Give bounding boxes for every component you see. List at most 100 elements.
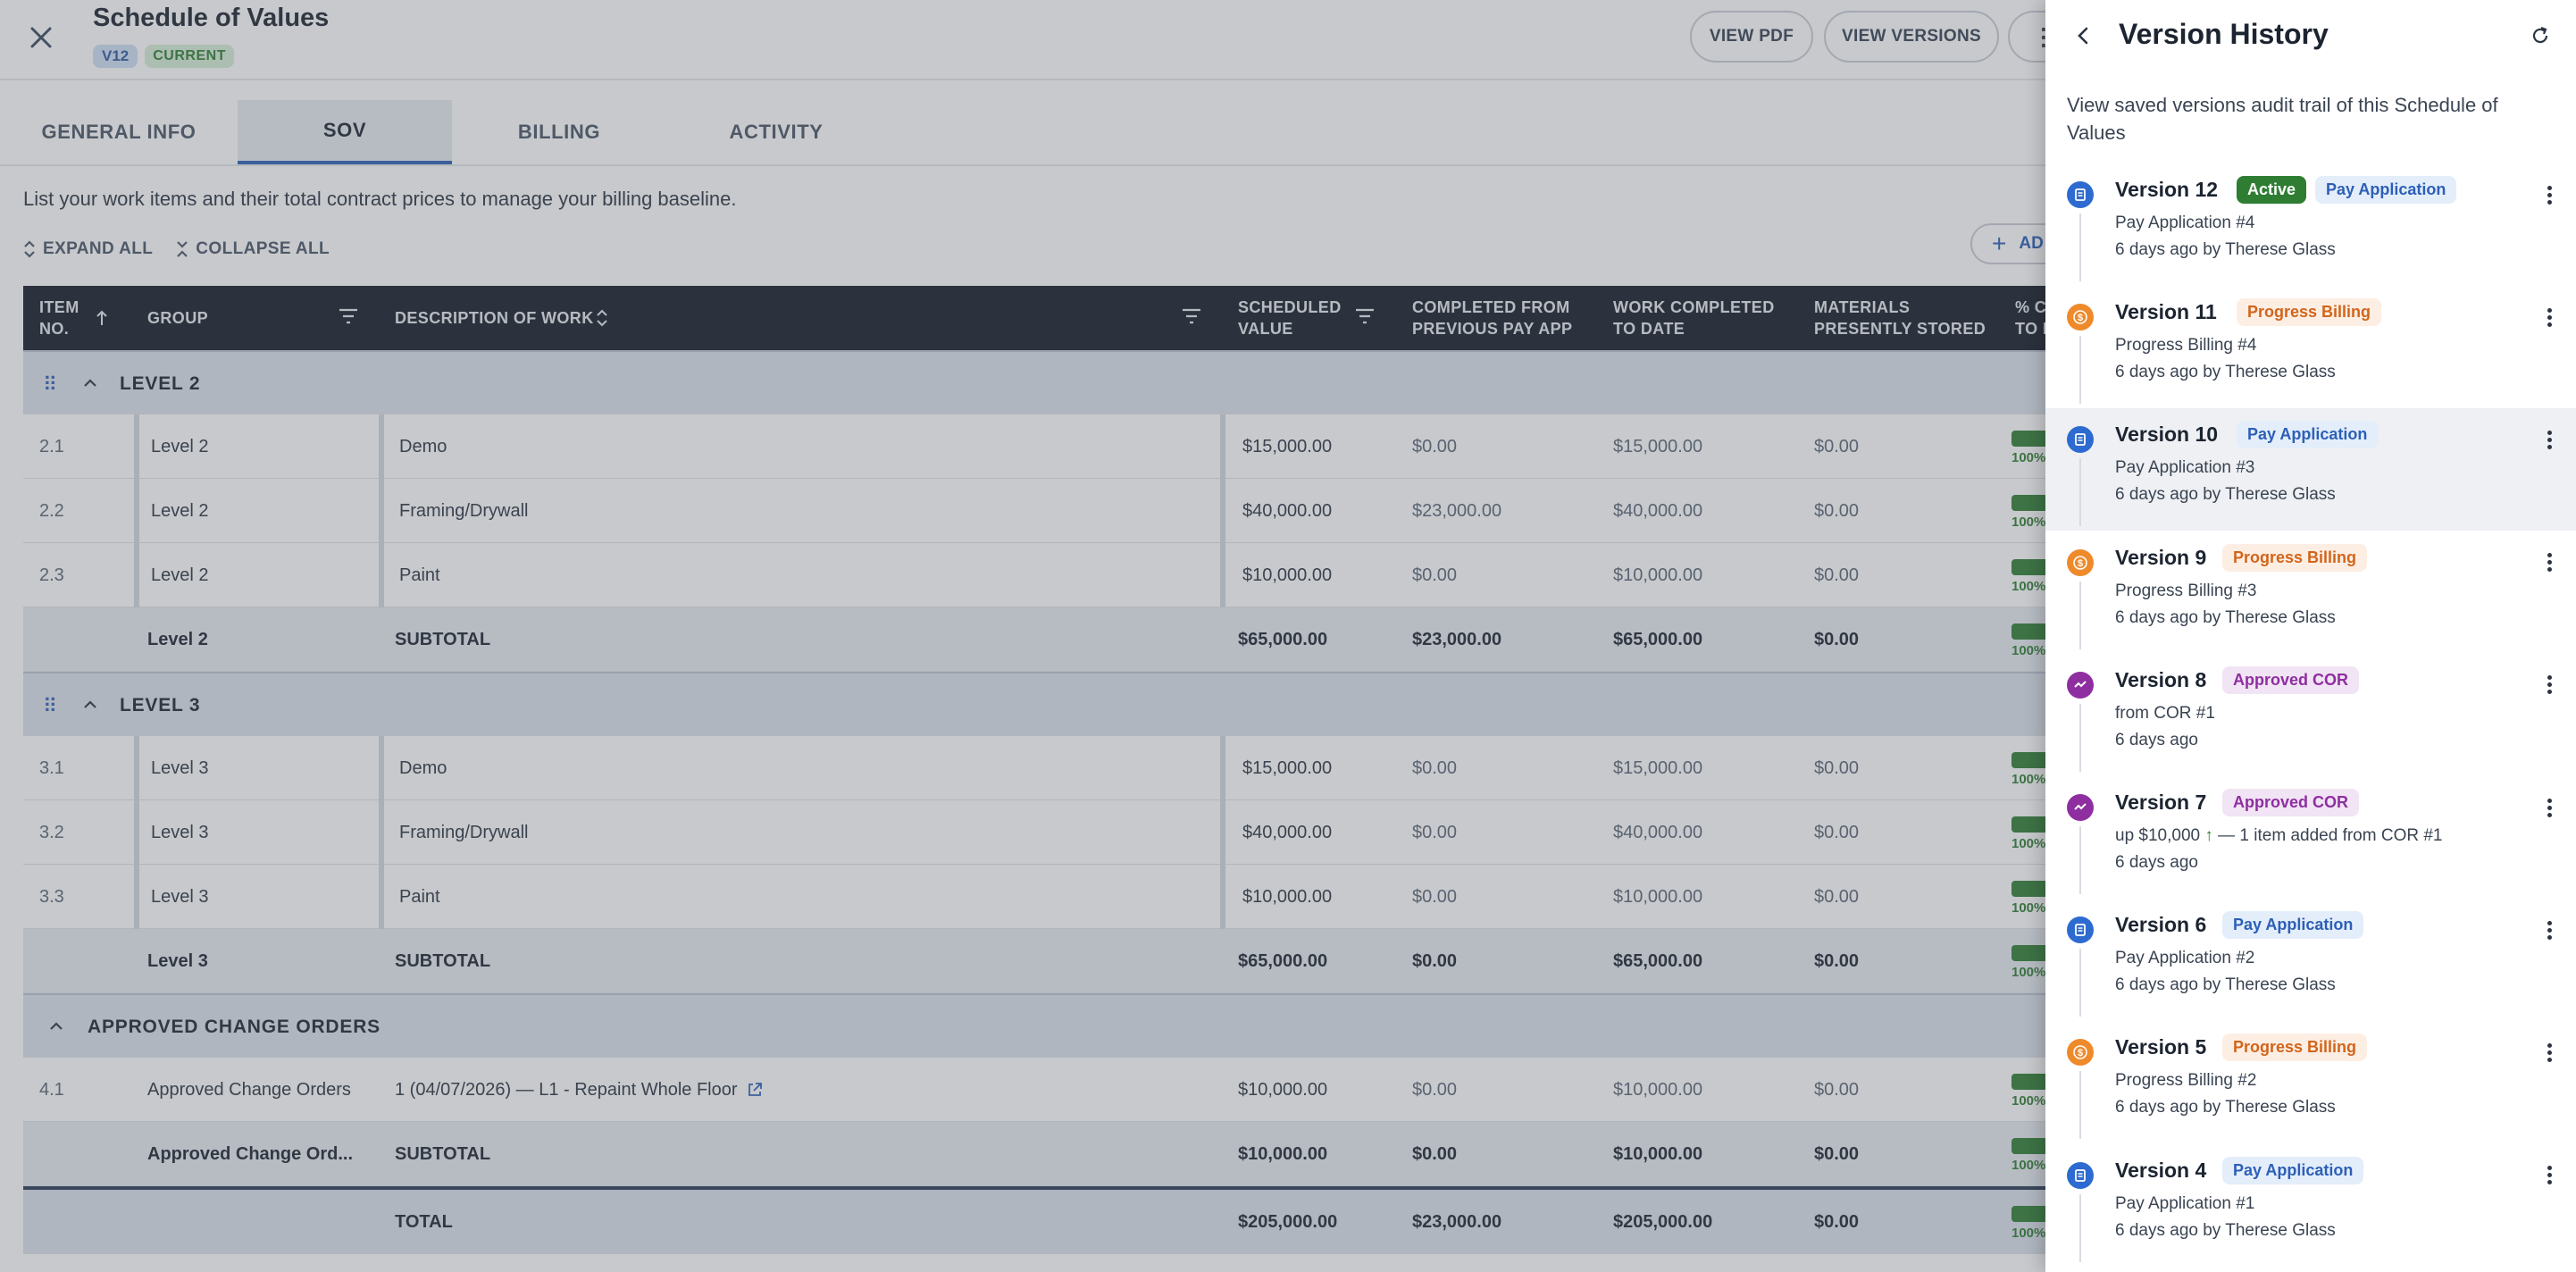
version-type-badge: Pay Application [2222, 911, 2364, 940]
scheduled-cell: $10,000.00 [1238, 1143, 1328, 1164]
tab-activity[interactable]: ACTIVITY [729, 121, 824, 143]
to-date-cell: $10,000.00 [1613, 565, 1703, 585]
col-percent-complete[interactable]: % C TO D [2015, 298, 2055, 338]
view-versions-button[interactable]: VIEW VERSIONS [1824, 11, 1999, 63]
materials-cell: $0.00 [1814, 886, 1860, 907]
scheduled-cell: $10,000.00 [1242, 886, 1333, 907]
dollar-icon: $ [2067, 548, 2094, 576]
col-group[interactable]: GROUP [147, 309, 209, 327]
more-vertical-icon[interactable] [2540, 672, 2558, 699]
more-vertical-icon[interactable] [2540, 426, 2558, 453]
description-cell[interactable]: 1 (04/07/2026) — L1 - Repaint Whole Floo… [395, 1058, 763, 1122]
version-name: Version 4 [2115, 1158, 2207, 1182]
col-materials-stored[interactable]: MATERIALS PRESENTLY STORED [1814, 298, 1986, 338]
chevron-up-icon[interactable] [82, 697, 98, 713]
more-vertical-icon[interactable] [2540, 304, 2558, 331]
expand-icon [24, 240, 35, 258]
materials-cell: $0.00 [1814, 822, 1860, 842]
filter-icon[interactable] [1181, 305, 1202, 327]
col-item-no[interactable]: ITEM NO. [39, 298, 79, 338]
timeline-connector [2079, 949, 2081, 1017]
chevron-up-icon[interactable] [82, 375, 98, 391]
version-item[interactable]: Version 10 Pay Application Pay Application… [2045, 408, 2576, 531]
sort-icon[interactable] [595, 308, 609, 328]
version-item[interactable]: Version 12 Active Pay Application Pay Appli… [2045, 163, 2576, 286]
chevron-up-icon[interactable] [48, 1018, 64, 1034]
svg-text:$: $ [2078, 1048, 2083, 1059]
version-summary: Pay Application #1 [2115, 1193, 2255, 1213]
group-cell: Level 3 [147, 950, 208, 971]
more-vertical-icon[interactable] [2540, 916, 2558, 943]
version-summary: Pay Application #3 [2115, 458, 2255, 478]
group-cell: Level 3 [151, 757, 209, 778]
previous-cell: $0.00 [1412, 886, 1458, 907]
more-vertical-icon[interactable] [2540, 181, 2558, 208]
panel-subtitle: View saved versions audit trail of this … [2067, 94, 2498, 144]
col-completed-previous[interactable]: COMPLETED FROM PREVIOUS PAY APP [1412, 298, 1573, 338]
document-icon [2067, 426, 2094, 454]
version-item[interactable]: $ Version 11 Progress Billing Progress Bill… [2045, 286, 2576, 408]
refresh-icon[interactable] [2524, 20, 2556, 52]
previous-cell: $23,000.00 [1412, 1211, 1502, 1232]
to-date-cell: $40,000.00 [1613, 822, 1703, 842]
view-pdf-button[interactable]: VIEW PDF [1690, 11, 1813, 63]
tab-sov[interactable]: SOV [238, 100, 452, 164]
item-no: 2.2 [39, 500, 64, 521]
table-row[interactable]: 4.1 Approved Change Orders 1 (04/07/2026… [23, 1058, 2083, 1122]
version-history-panel: Version History View saved versions audi… [2045, 0, 2576, 1272]
sort-asc-icon[interactable] [95, 309, 109, 327]
version-meta: 6 days ago by Therese Glass [2115, 607, 2336, 627]
more-vertical-icon[interactable] [2540, 1162, 2558, 1189]
previous-cell: $0.00 [1412, 757, 1458, 778]
group-row[interactable]: ⠿ LEVEL 2 [23, 350, 2078, 414]
version-item[interactable]: Version 4 Pay Application Pay Application … [2045, 1144, 2576, 1267]
drag-handle-icon[interactable]: ⠿ [43, 695, 58, 717]
tab-general-info[interactable]: GENERAL INFO [41, 121, 197, 143]
collapse-all-button[interactable]: COLLAPSE ALL [176, 239, 330, 259]
filter-icon[interactable] [338, 305, 359, 327]
group-row[interactable]: APPROVED CHANGE ORDERS [23, 993, 2078, 1058]
subtotal-row: Level 2 SUBTOTAL $65,000.00 $23,000.00 $… [23, 607, 2083, 672]
filter-icon[interactable] [1354, 305, 1376, 327]
back-arrow-icon[interactable] [2067, 20, 2099, 52]
version-item[interactable]: Version 8 Approved COR from COR #1 6 days a… [2045, 654, 2576, 776]
more-vertical-icon[interactable] [2540, 1039, 2558, 1066]
table-row[interactable]: 3.2 Level 3 Framing/Drywall $40,000.00 $… [23, 800, 2083, 865]
scheduled-cell: $65,000.00 [1238, 629, 1328, 649]
col-description[interactable]: DESCRIPTION OF WORK [395, 309, 594, 327]
dollar-icon: $ [2067, 1039, 2094, 1067]
close-icon[interactable] [23, 20, 59, 55]
version-item[interactable]: Version 6 Pay Application Pay Application … [2045, 899, 2576, 1021]
description-cell: Demo [399, 436, 447, 456]
table-row[interactable]: 3.3 Level 3 Paint $10,000.00 $0.00 $10,0… [23, 865, 2083, 929]
version-item[interactable]: $ Version 5 Progress Billing Progress Billi… [2045, 1021, 2576, 1143]
version-meta: 6 days ago by Therese Glass [2115, 240, 2336, 259]
tab-billing[interactable]: BILLING [517, 121, 601, 143]
scheduled-cell: $10,000.00 [1238, 1079, 1328, 1100]
materials-cell: $0.00 [1814, 1079, 1860, 1100]
timeline-connector [2079, 336, 2081, 405]
subtotal-label: SUBTOTAL [395, 950, 491, 971]
more-vertical-icon[interactable] [2540, 794, 2558, 821]
col-scheduled-value[interactable]: SCHEDULED VALUE [1238, 298, 1342, 338]
version-summary: from COR #1 [2115, 703, 2215, 723]
version-item[interactable]: $ Version 9 Progress Billing Progress Billi… [2045, 531, 2576, 654]
drag-handle-icon[interactable]: ⠿ [43, 373, 58, 396]
version-summary: Progress Billing #3 [2115, 581, 2257, 600]
more-vertical-icon[interactable] [2540, 549, 2558, 576]
external-link-icon[interactable] [747, 1082, 763, 1098]
to-date-cell: $65,000.00 [1613, 629, 1703, 649]
version-item[interactable]: Version 7 Approved COR up $10,000 ↑ — 1 it… [2045, 776, 2576, 899]
version-type-badge: Approved COR [2222, 665, 2360, 694]
group-row[interactable]: ⠿ LEVEL 3 [23, 672, 2078, 736]
page-header: Schedule of Values V12 CURRENT VIEW PDF … [0, 0, 2576, 80]
version-name: Version 10 [2115, 423, 2219, 447]
to-date-cell: $10,000.00 [1613, 886, 1703, 907]
table-row[interactable]: 2.3 Level 2 Paint $10,000.00 $0.00 $10,0… [23, 543, 2083, 607]
to-date-cell: $205,000.00 [1613, 1211, 1713, 1232]
expand-all-button[interactable]: EXPAND ALL [23, 239, 153, 259]
col-work-completed[interactable]: WORK COMPLETED TO DATE [1613, 298, 1775, 338]
description-cell: Demo [399, 757, 447, 778]
version-type-badge: Progress Billing [2237, 298, 2382, 327]
version-meta: 6 days ago [2115, 853, 2198, 872]
